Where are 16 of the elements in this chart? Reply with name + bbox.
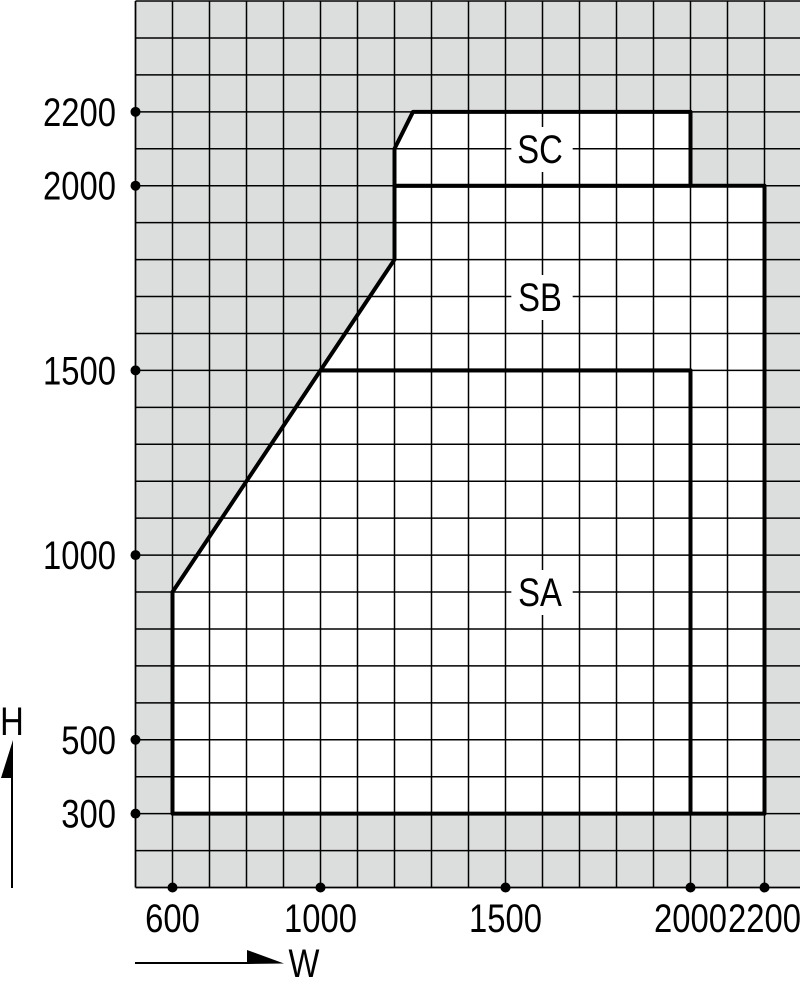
y-tick-label: 1000	[43, 532, 116, 578]
x-tick-label: 1500	[469, 896, 542, 941]
series-label: SC	[517, 126, 563, 172]
y-tick-label: 2000	[43, 164, 116, 208]
x-axis-title: W	[288, 940, 320, 986]
y-tick-label: 2200	[43, 90, 116, 135]
x-tick-label: 2000	[654, 896, 727, 941]
y-tick-label: 300	[61, 792, 116, 836]
y-axis-title: H	[0, 698, 24, 744]
x-tick-label: 2200	[728, 896, 800, 941]
x-tick-label: 600	[145, 896, 200, 941]
series-label: SB	[518, 274, 562, 320]
x-tick-label: 1000	[284, 896, 357, 941]
y-tick-label: 1500	[43, 348, 116, 394]
series-label: SA	[518, 570, 562, 615]
y-tick-label: 500	[61, 718, 116, 762]
